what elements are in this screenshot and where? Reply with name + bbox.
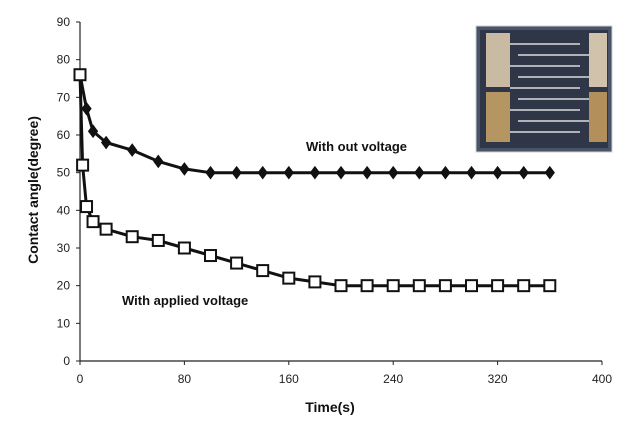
data-point-square bbox=[177, 241, 191, 255]
inset-right-pad-top bbox=[589, 33, 607, 87]
data-point-square bbox=[543, 279, 557, 293]
data-point-diamond bbox=[518, 165, 529, 180]
data-point-square bbox=[80, 200, 94, 214]
series-layer bbox=[73, 67, 557, 293]
data-point-square bbox=[73, 68, 87, 82]
y-tick-label: 70 bbox=[57, 90, 71, 104]
data-point-square bbox=[151, 233, 165, 247]
data-point-square bbox=[308, 275, 322, 289]
x-tick-label: 320 bbox=[488, 372, 508, 386]
inset-electrode-fingers bbox=[510, 43, 589, 133]
y-tick-label: 30 bbox=[57, 241, 71, 255]
x-tick-label: 80 bbox=[178, 372, 192, 386]
data-point-square bbox=[99, 222, 113, 236]
y-tick-label: 80 bbox=[57, 53, 71, 67]
data-point-diamond bbox=[81, 101, 92, 116]
data-point-diamond bbox=[257, 165, 268, 180]
data-point-square bbox=[491, 279, 505, 293]
data-point-square bbox=[465, 279, 478, 293]
data-point-diamond bbox=[179, 162, 190, 176]
data-point-square bbox=[386, 279, 400, 293]
y-tick-label: 50 bbox=[57, 166, 71, 180]
data-point-square bbox=[86, 215, 100, 229]
data-point-diamond bbox=[309, 165, 321, 180]
data-point-diamond bbox=[361, 165, 373, 180]
data-point-diamond bbox=[205, 165, 216, 180]
y-tick-label: 60 bbox=[57, 128, 71, 142]
x-axis-title: Time(s) bbox=[305, 399, 355, 415]
data-point-square bbox=[412, 279, 426, 293]
data-point-square bbox=[125, 230, 139, 244]
data-point-square bbox=[360, 279, 374, 293]
y-tick-label: 40 bbox=[57, 203, 71, 217]
data-point-diamond bbox=[231, 165, 242, 180]
y-tick-label: 20 bbox=[57, 279, 71, 293]
data-point-diamond bbox=[100, 135, 112, 150]
data-point-square bbox=[282, 271, 296, 285]
data-point-diamond bbox=[87, 124, 99, 139]
series-2 bbox=[73, 68, 557, 293]
data-point-diamond bbox=[283, 165, 294, 180]
y-tick-label: 90 bbox=[57, 15, 71, 29]
data-point-square bbox=[256, 264, 270, 278]
annotation-with-applied-voltage: With applied voltage bbox=[122, 293, 248, 308]
y-tick-labels: 0 10 20 30 40 50 60 70 80 90 bbox=[57, 15, 71, 368]
x-tick-label: 160 bbox=[279, 372, 299, 386]
tick-marks bbox=[76, 21, 603, 365]
data-point-diamond bbox=[388, 165, 399, 180]
data-point-diamond bbox=[544, 165, 555, 180]
data-point-square bbox=[76, 158, 90, 172]
data-point-diamond bbox=[440, 165, 451, 180]
data-point-diamond bbox=[153, 154, 164, 169]
y-tick-label: 10 bbox=[57, 316, 71, 330]
data-point-square bbox=[517, 279, 531, 293]
x-tick-label: 240 bbox=[383, 372, 403, 386]
y-axis-title: Contact angle(degree) bbox=[25, 116, 41, 264]
x-tick-label: 400 bbox=[592, 372, 612, 386]
x-tick-label: 0 bbox=[77, 372, 84, 386]
inset-right-pad-bottom bbox=[589, 92, 607, 142]
data-point-diamond bbox=[335, 165, 347, 180]
data-point-diamond bbox=[466, 165, 477, 180]
data-point-diamond bbox=[414, 165, 425, 180]
inset-left-pad-top bbox=[486, 33, 510, 87]
data-point-diamond bbox=[492, 165, 503, 180]
inset-device-photo bbox=[475, 25, 613, 153]
data-point-diamond bbox=[127, 143, 138, 157]
data-point-square bbox=[438, 279, 452, 293]
x-tick-labels: 0 80 160 240 320 400 bbox=[77, 372, 613, 386]
data-point-square bbox=[334, 279, 348, 293]
inset-left-pad-bottom bbox=[486, 92, 510, 142]
data-point-square bbox=[230, 256, 244, 270]
y-tick-label: 0 bbox=[63, 354, 70, 368]
annotation-without-voltage: With out voltage bbox=[306, 139, 407, 154]
data-point-square bbox=[204, 249, 217, 263]
